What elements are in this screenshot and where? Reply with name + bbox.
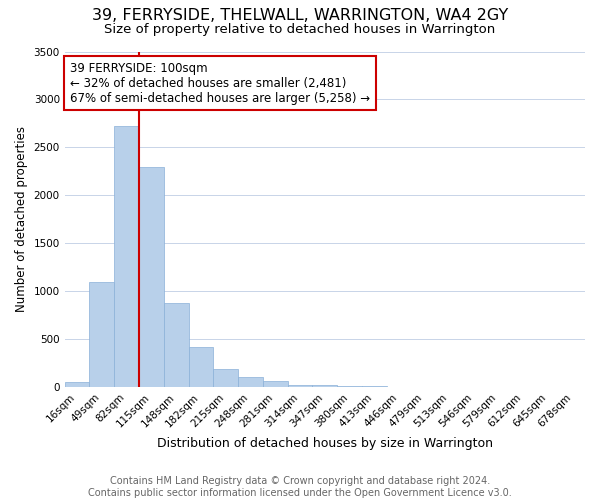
- X-axis label: Distribution of detached houses by size in Warrington: Distribution of detached houses by size …: [157, 437, 493, 450]
- Bar: [65, 382, 89, 387]
- Y-axis label: Number of detached properties: Number of detached properties: [15, 126, 28, 312]
- Text: Size of property relative to detached houses in Warrington: Size of property relative to detached ho…: [104, 22, 496, 36]
- Bar: [214, 369, 238, 387]
- Bar: [114, 126, 139, 387]
- Bar: [337, 386, 362, 387]
- Bar: [188, 346, 214, 387]
- Bar: [139, 168, 164, 387]
- Text: 39, FERRYSIDE, THELWALL, WARRINGTON, WA4 2GY: 39, FERRYSIDE, THELWALL, WARRINGTON, WA4…: [92, 8, 508, 22]
- Bar: [164, 302, 188, 387]
- Bar: [89, 282, 114, 387]
- Bar: [287, 384, 313, 387]
- Bar: [313, 385, 337, 387]
- Bar: [238, 378, 263, 387]
- Bar: [263, 381, 287, 387]
- Text: Contains HM Land Registry data © Crown copyright and database right 2024.
Contai: Contains HM Land Registry data © Crown c…: [88, 476, 512, 498]
- Text: 39 FERRYSIDE: 100sqm
← 32% of detached houses are smaller (2,481)
67% of semi-de: 39 FERRYSIDE: 100sqm ← 32% of detached h…: [70, 62, 370, 104]
